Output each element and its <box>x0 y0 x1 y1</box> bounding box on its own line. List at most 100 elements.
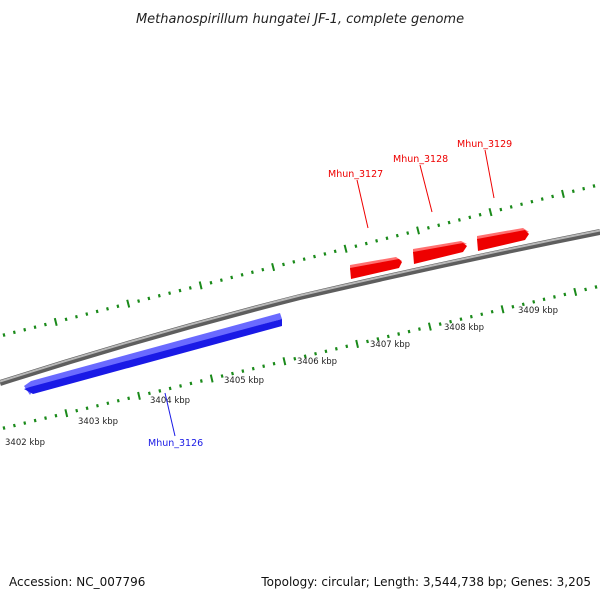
reverse-strand-tick-track <box>2 285 598 430</box>
minor-tick <box>251 366 255 371</box>
minor-tick <box>499 207 503 212</box>
minor-tick <box>261 267 265 272</box>
major-tick <box>343 244 348 253</box>
minor-tick <box>33 325 37 329</box>
minor-tick <box>376 337 380 341</box>
minor-tick <box>449 319 453 324</box>
minor-tick <box>334 347 338 351</box>
minor-tick <box>64 317 68 322</box>
minor-tick <box>592 184 596 188</box>
minor-tick <box>12 330 16 335</box>
minor-tick <box>272 361 276 366</box>
gene-label-mhun-3128[interactable]: Mhun_3128 <box>393 154 448 165</box>
gene-label-mhun-3129[interactable]: Mhun_3129 <box>457 139 512 150</box>
gene-mhun-3128[interactable] <box>413 241 467 264</box>
gene-mhun-3129[interactable] <box>477 228 529 251</box>
minor-tick <box>85 406 89 411</box>
major-tick <box>271 262 276 272</box>
major-tick <box>355 339 359 349</box>
minor-tick <box>511 304 515 309</box>
minor-tick <box>147 296 151 301</box>
gene-mhun-3126[interactable] <box>24 313 282 395</box>
minor-tick <box>303 354 307 359</box>
minor-tick <box>137 299 141 303</box>
topology-text: Topology: circular; Length: 3,544,738 bp… <box>260 575 591 589</box>
minor-tick <box>469 314 473 319</box>
gene-mhun-3127[interactable] <box>350 257 402 279</box>
scale-label: 3402 kbp <box>5 438 45 448</box>
map-title: Methanospirillum hungatei JF-1, complete… <box>136 12 464 27</box>
major-tick <box>137 391 141 400</box>
genome-backbone <box>0 229 600 386</box>
minor-tick <box>313 254 316 259</box>
minor-tick <box>23 421 27 425</box>
minor-tick <box>240 273 244 277</box>
minor-tick <box>582 186 586 191</box>
minor-tick <box>480 312 484 317</box>
minor-tick <box>354 244 358 248</box>
minor-tick <box>85 312 89 316</box>
minor-tick <box>199 379 203 383</box>
minor-tick <box>594 285 598 289</box>
minor-tick <box>96 403 99 408</box>
minor-tick <box>168 291 172 295</box>
minor-tick <box>437 223 441 228</box>
minor-tick <box>571 189 575 194</box>
major-tick <box>427 322 432 331</box>
minor-tick <box>2 426 6 430</box>
minor-tick <box>157 293 161 298</box>
minor-tick <box>459 317 463 321</box>
gene-label-mhun-3127[interactable]: Mhun_3127 <box>328 169 383 180</box>
major-tick <box>561 189 565 198</box>
minor-tick <box>386 334 390 339</box>
minor-tick <box>553 295 556 299</box>
minor-tick <box>116 304 120 309</box>
gene-label-mhun-3126[interactable]: Mhun_3126 <box>148 438 203 449</box>
leader-line-mhun-3127 <box>356 179 369 229</box>
major-tick <box>416 226 420 235</box>
scale-label: 3403 kbp <box>78 417 118 427</box>
minor-tick <box>366 339 369 344</box>
major-tick <box>198 281 203 290</box>
minor-tick <box>395 233 399 238</box>
minor-tick <box>542 297 546 302</box>
leader-line-mhun-3126 <box>164 392 176 437</box>
minor-tick <box>188 286 192 290</box>
scale-label: 3405 kbp <box>224 376 264 386</box>
major-tick <box>53 317 58 327</box>
minor-tick <box>127 396 131 401</box>
major-tick <box>573 287 578 297</box>
major-tick <box>126 299 131 308</box>
minor-tick <box>231 371 234 376</box>
minor-tick <box>324 349 328 354</box>
minor-tick <box>2 333 6 337</box>
minor-tick <box>406 231 410 235</box>
minor-tick <box>189 381 193 386</box>
minor-tick <box>540 197 544 201</box>
leader-line-mhun-3129 <box>484 149 495 199</box>
minor-tick <box>333 249 337 254</box>
minor-tick <box>219 278 223 282</box>
minor-tick <box>490 309 494 314</box>
scale-label: 3404 kbp <box>150 396 190 406</box>
minor-tick <box>106 307 109 311</box>
minor-tick <box>323 252 327 256</box>
minor-tick <box>54 413 58 418</box>
minor-tick <box>95 309 99 314</box>
minor-tick <box>478 212 482 217</box>
minor-tick <box>457 218 461 222</box>
minor-tick <box>364 241 368 246</box>
minor-tick <box>426 226 430 230</box>
minor-tick <box>375 239 379 243</box>
minor-tick <box>551 194 555 199</box>
minor-tick <box>447 220 451 225</box>
minor-tick <box>178 288 182 293</box>
minor-tick <box>407 329 411 334</box>
minor-tick <box>385 236 389 241</box>
scale-label: 3407 kbp <box>370 340 410 350</box>
minor-tick <box>43 322 47 327</box>
scale-label: 3406 kbp <box>297 357 337 367</box>
minor-tick <box>106 401 110 406</box>
minor-tick <box>397 332 401 336</box>
